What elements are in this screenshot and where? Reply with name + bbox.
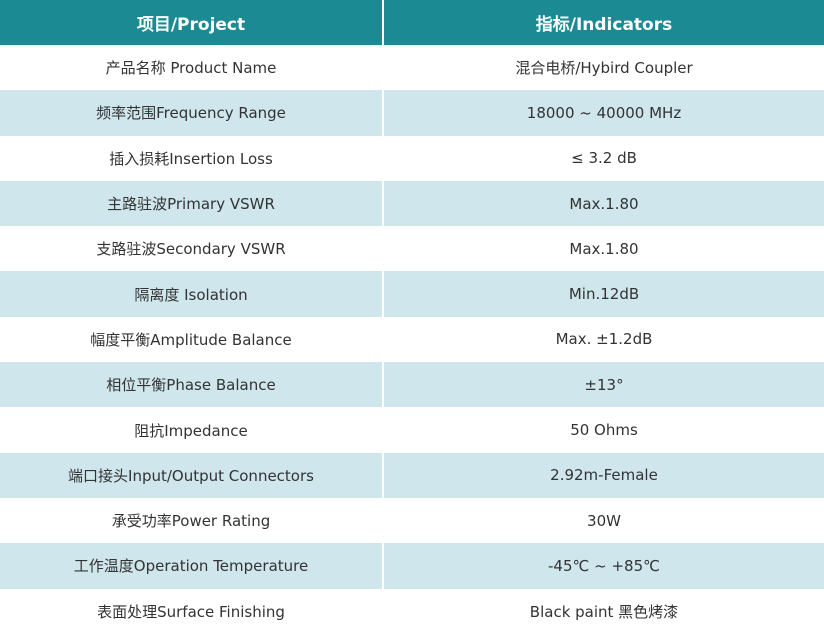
project-cell: 隔离度 Isolation xyxy=(0,271,384,317)
indicator-cell: 50 Ohms xyxy=(570,421,638,440)
table-row: 产品名称 Product Name 混合电桥/Hybird Coupler xyxy=(0,45,824,91)
table-row: 频率范围Frequency Range 18000 ~ 40000 MHz xyxy=(0,90,824,136)
table-body: 产品名称 Product Name 混合电桥/Hybird Coupler 频率范围… xyxy=(0,45,824,634)
indicator-cell: ±13° xyxy=(383,362,824,408)
project-cell: 工作温度Operation Temperature xyxy=(0,543,384,589)
table-row: 相位平衡Phase Balance ±13° xyxy=(0,362,824,408)
project-cell: 插入损耗Insertion Loss xyxy=(0,135,384,181)
indicator-cell: 30W xyxy=(587,511,621,530)
project-cell: 频率范围Frequency Range xyxy=(0,90,384,136)
project-cell: 端口接头Input/Output Connectors xyxy=(0,452,384,498)
indicator-cell: Black paint 黑色烤漆 xyxy=(529,602,679,621)
table-row: 表面处理Surface Finishing Black paint 黑色烤漆 xyxy=(0,588,824,634)
indicator-cell: Max. ±1.2dB xyxy=(555,330,653,349)
table-row: 支路驻波Secondary VSWR Max.1.80 xyxy=(0,226,824,272)
table-row: 插入损耗Insertion Loss ≤ 3.2 dB xyxy=(0,135,824,181)
project-cell: 阻抗Impedance xyxy=(0,407,384,453)
header-row: 项目/Project 指标/Indicators xyxy=(0,0,824,45)
table-row: 端口接头Input/Output Connectors 2.92m-Female xyxy=(0,452,824,498)
table-row: 工作温度Operation Temperature -45℃ ~ +85℃ xyxy=(0,543,824,589)
indicator-cell: Min.12dB xyxy=(383,271,824,317)
table-row: 幅度平衡Amplitude Balance Max. ±1.2dB xyxy=(0,316,824,363)
project-cell: 承受功率Power Rating xyxy=(0,497,384,544)
project-cell: 表面处理Surface Finishing xyxy=(0,588,384,634)
header-cell: 指标/Indicators xyxy=(383,0,824,45)
indicator-cell: 混合电桥/Hybird Coupler xyxy=(515,59,693,78)
indicator-cell: 18000 ~ 40000 MHz xyxy=(383,90,824,136)
project-cell: 产品名称 Product Name xyxy=(0,45,384,91)
indicator-cell: 2.92m-Female xyxy=(383,452,824,498)
project-cell: 幅度平衡Amplitude Balance xyxy=(0,316,384,363)
table-row: 主路驻波Primary VSWR Max.1.80 xyxy=(0,180,824,227)
project-cell: 相位平衡Phase Balance xyxy=(0,362,384,408)
table-row: 阻抗Impedance 50 Ohms xyxy=(0,407,824,453)
indicator-cell: Max.1.80 xyxy=(569,239,639,258)
project-cell: 主路驻波Primary VSWR xyxy=(0,180,384,227)
indicator-cell: -45℃ ~ +85℃ xyxy=(383,543,824,589)
table-row: 承受功率Power Rating 30W xyxy=(0,497,824,544)
project-cell: 支路驻波Secondary VSWR xyxy=(0,226,384,272)
header-cell: 项目/Project xyxy=(0,0,384,45)
indicator-cell: ≤ 3.2 dB xyxy=(571,149,637,168)
indicator-cell: Max.1.80 xyxy=(383,180,824,227)
table-row: 隔离度 Isolation Min.12dB xyxy=(0,271,824,317)
